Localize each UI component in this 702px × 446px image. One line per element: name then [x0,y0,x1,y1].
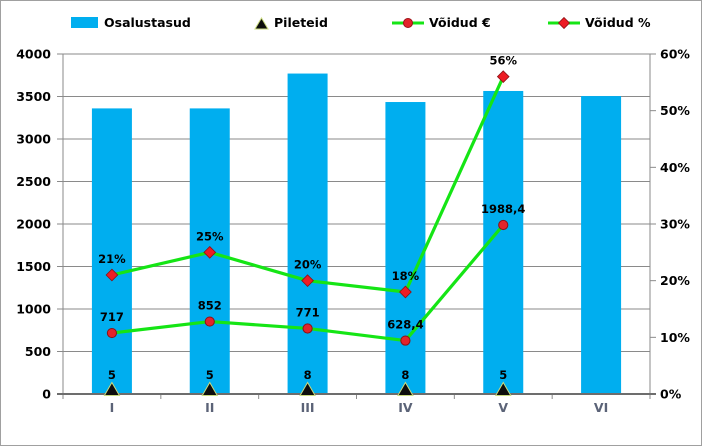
circle-marker [498,219,509,231]
bar-IV [385,102,426,395]
count-label: 8 [401,368,409,382]
left-axis-label: 3500 [16,89,51,104]
data-label: 21% [98,252,126,266]
data-label: 852 [198,299,222,313]
bar-III [287,73,328,395]
bar-swatch-icon [71,17,98,28]
circle-marker [302,323,313,334]
left-axis-label: 0 [42,387,51,402]
triangle-marker [299,381,316,396]
triangle-marker [201,381,219,396]
legend-diamond-marker [557,17,571,29]
line-diamond-icon [548,17,580,29]
right-axis-label: 0% [660,387,682,402]
category-label: IV [398,400,413,415]
category-label: VI [594,400,608,415]
count-label: 5 [108,368,116,382]
data-label: 717 [100,310,124,324]
circle-marker [106,327,118,339]
category-label: II [205,400,214,415]
data-label: 20% [294,258,322,272]
legend-item-osalustasud: Osalustasud [71,15,191,31]
triangle-marker [397,381,414,396]
legend-label-voidud-eur: Võidud € [429,15,491,30]
diamond-marker [105,268,119,282]
triangle-marker [103,381,121,396]
count-label: 5 [206,368,214,382]
legend-label-pileteid: Pileteid [274,15,328,30]
category-label: I [110,400,115,415]
left-axis-label: 1500 [16,259,51,274]
diamond-marker [496,70,510,84]
bar-swatch-rect [71,17,98,28]
legend-label-osalustasud: Osalustasud [104,15,191,30]
category-label: V [498,400,508,415]
left-axis-label: 500 [25,344,51,359]
right-axis-label: 20% [660,273,690,288]
diamond-marker [301,274,314,288]
bar-I [91,108,132,395]
diamond-marker [399,285,412,299]
legend-item-voidud-eur: Võidud € [392,15,491,31]
right-axis-label: 40% [660,160,690,175]
legend-label-voidud-pct: Võidud % [585,15,651,30]
triangle-glyph [254,16,269,29]
count-label: 8 [304,368,312,382]
line-circle-icon [392,18,424,28]
category-label: III [301,400,315,415]
left-axis-label: 3000 [16,132,51,147]
data-label: 1988,4 [481,202,525,216]
triangle-icon [254,16,269,29]
left-axis-label: 1000 [16,302,51,317]
left-axis-label: 2000 [16,217,51,232]
diamond-marker [203,245,217,259]
circle-marker [204,316,215,327]
right-axis-label: 50% [660,103,690,118]
right-axis-label: 30% [660,217,690,232]
right-axis-label: 60% [660,47,690,62]
left-axis-label: 4000 [16,47,51,62]
left-axis-label: 2500 [16,174,51,189]
data-label: 628,4 [387,318,423,332]
legend-item-voidud-pct: Võidud % [548,15,651,31]
data-label: 771 [296,305,320,319]
legend-circle-marker [403,18,413,28]
legend: Osalustasud Pileteid Võidud € Võidud % [1,1,701,41]
legend-item-pileteid: Pileteid [254,15,328,31]
data-label: 25% [196,229,224,243]
circle-marker [400,335,411,346]
triangle-marker [494,381,512,396]
right-axis-label: 10% [660,330,690,345]
data-label: 56% [489,54,517,68]
data-label: 18% [392,269,420,283]
count-label: 5 [499,368,507,382]
bar-VI [581,96,622,394]
